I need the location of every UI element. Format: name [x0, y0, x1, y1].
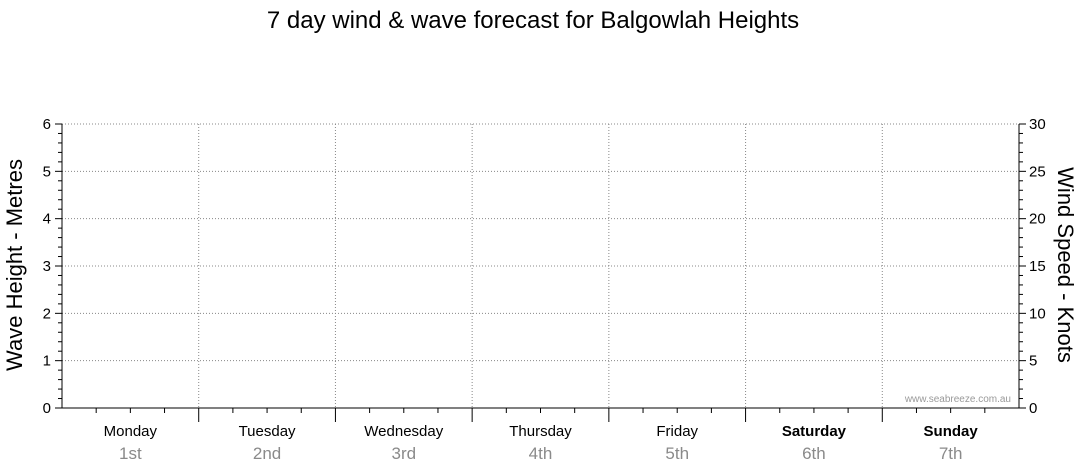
- right-tick-label: 10: [1029, 305, 1046, 322]
- day-date-label: 5th: [665, 444, 689, 463]
- day-labels: Monday 1st Tuesday 2nd Wednesday 3rd Thursday 4…: [104, 423, 979, 463]
- left-tick-label: 3: [43, 258, 51, 275]
- right-tick-label: 0: [1029, 400, 1037, 417]
- left-axis-ticks: 0 1 2 3 4 5 6: [43, 116, 62, 417]
- right-tick-label: 5: [1029, 353, 1037, 370]
- left-tick-label: 1: [43, 353, 51, 370]
- day-date-label: 6th: [802, 444, 826, 463]
- left-tick-label: 6: [43, 116, 51, 133]
- day-name-label: Tuesday: [239, 423, 296, 440]
- chart-title: 7 day wind & wave forecast for Balgowlah…: [267, 7, 799, 34]
- right-axis-title: Wind Speed - Knots: [1053, 167, 1078, 363]
- left-tick-label: 2: [43, 305, 51, 322]
- axes: [61, 124, 1020, 422]
- day-name-label: Wednesday: [364, 423, 443, 440]
- right-axis-ticks: 0 5 10 15 20 25 30: [1019, 116, 1046, 417]
- day-name-label: Monday: [104, 423, 158, 440]
- day-name-label: Friday: [656, 423, 698, 440]
- right-tick-label: 15: [1029, 258, 1046, 275]
- grid-lines: [62, 123, 1019, 408]
- watermark: www.seabreeze.com.au: [904, 394, 1011, 405]
- left-tick-label: 4: [43, 211, 51, 228]
- day-name-label: Sunday: [924, 423, 979, 440]
- day-date-label: 1st: [119, 444, 142, 463]
- day-name-label: Saturday: [782, 423, 847, 440]
- right-tick-label: 30: [1029, 116, 1046, 133]
- right-tick-label: 20: [1029, 211, 1046, 228]
- day-date-label: 2nd: [253, 444, 281, 463]
- day-date-label: 7th: [939, 444, 963, 463]
- right-tick-label: 25: [1029, 163, 1046, 180]
- day-date-label: 3rd: [391, 444, 416, 463]
- left-tick-label: 5: [43, 163, 51, 180]
- day-date-label: 4th: [529, 444, 553, 463]
- left-axis-title: Wave Height - Metres: [2, 159, 27, 371]
- day-name-label: Thursday: [509, 423, 572, 440]
- left-tick-label: 0: [43, 400, 51, 417]
